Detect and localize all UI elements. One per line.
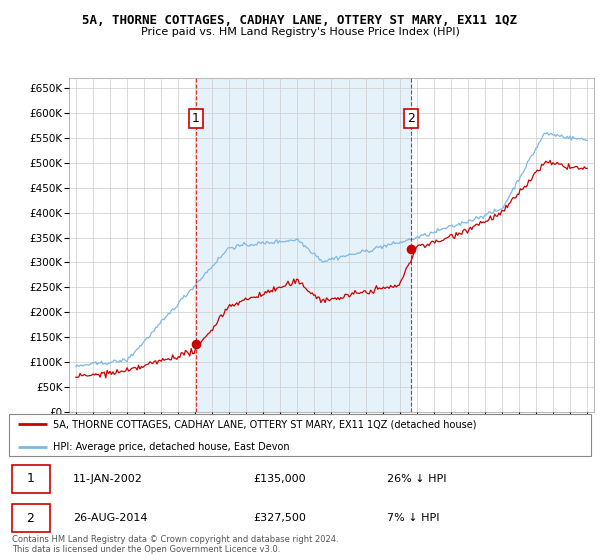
Text: 26-AUG-2014: 26-AUG-2014 [73, 513, 148, 523]
Text: This data is licensed under the Open Government Licence v3.0.: This data is licensed under the Open Gov… [12, 545, 280, 554]
Text: HPI: Average price, detached house, East Devon: HPI: Average price, detached house, East… [53, 442, 289, 452]
Text: 5A, THORNE COTTAGES, CADHAY LANE, OTTERY ST MARY, EX11 1QZ (detached house): 5A, THORNE COTTAGES, CADHAY LANE, OTTERY… [53, 419, 476, 429]
FancyBboxPatch shape [12, 465, 50, 493]
Text: 2: 2 [26, 511, 34, 525]
Text: 2: 2 [407, 111, 415, 125]
Text: 26% ↓ HPI: 26% ↓ HPI [388, 474, 447, 484]
Text: £327,500: £327,500 [253, 513, 307, 523]
Text: 1: 1 [26, 472, 34, 486]
Text: 7% ↓ HPI: 7% ↓ HPI [388, 513, 440, 523]
Text: Contains HM Land Registry data © Crown copyright and database right 2024.: Contains HM Land Registry data © Crown c… [12, 535, 338, 544]
Text: 1: 1 [192, 111, 200, 125]
Text: 11-JAN-2002: 11-JAN-2002 [73, 474, 143, 484]
Text: Price paid vs. HM Land Registry's House Price Index (HPI): Price paid vs. HM Land Registry's House … [140, 27, 460, 37]
FancyBboxPatch shape [9, 414, 591, 456]
FancyBboxPatch shape [12, 504, 50, 532]
Text: £135,000: £135,000 [253, 474, 306, 484]
Text: 5A, THORNE COTTAGES, CADHAY LANE, OTTERY ST MARY, EX11 1QZ: 5A, THORNE COTTAGES, CADHAY LANE, OTTERY… [83, 14, 517, 27]
